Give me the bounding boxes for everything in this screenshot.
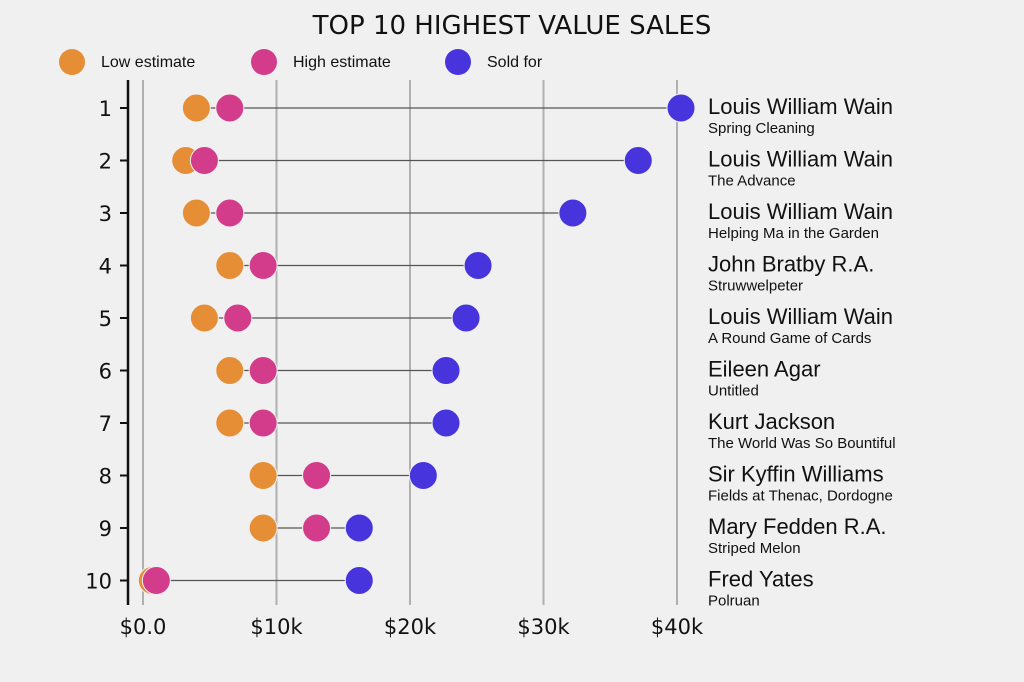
work-label: Untitled: [708, 383, 759, 400]
y-tick-label: 5: [99, 307, 112, 331]
work-label: Struwwelpeter: [708, 278, 803, 295]
legend-marker-high: [251, 49, 277, 75]
dot-low: [248, 461, 278, 490]
work-label: Helping Ma in the Garden: [708, 225, 879, 242]
chart-title: TOP 10 HIGHEST VALUE SALES: [312, 11, 712, 41]
x-tick-label: $40k: [651, 615, 704, 639]
dot-low: [189, 303, 219, 333]
y-tick-label: 6: [99, 360, 112, 384]
legend-marker-sold: [445, 49, 471, 75]
legend-label-low: Low estimate: [101, 54, 195, 71]
work-label: A Round Game of Cards: [708, 330, 871, 347]
artist-label: John Bratby R.A.: [708, 252, 874, 277]
dot-sold: [344, 513, 374, 543]
dot-high: [223, 303, 253, 333]
dot-high: [302, 461, 332, 490]
row-9: 9 Mary Fedden R.A.Striped Melon: [99, 513, 887, 557]
y-tick-label: 10: [85, 570, 112, 594]
artist-label: Louis William Wain: [708, 199, 893, 224]
dot-low: [215, 356, 245, 385]
dot-low: [215, 251, 245, 280]
dot-low: [181, 93, 211, 123]
row-4: 4 John Bratby R.A.Struwwelpeter: [99, 251, 874, 295]
y-tick-label: 4: [99, 255, 112, 279]
dot-sold: [408, 461, 438, 490]
work-label: Striped Melon: [708, 540, 801, 557]
artist-label: Louis William Wain: [708, 304, 893, 329]
legend: Low estimate High estimate Sold for: [59, 49, 543, 75]
dot-high: [141, 566, 171, 595]
dot-low: [181, 198, 211, 228]
dot-sold: [344, 566, 374, 595]
y-tick-label: 2: [99, 150, 112, 174]
dot-sold: [558, 198, 588, 228]
dot-high: [215, 198, 245, 228]
work-label: Polruan: [708, 593, 760, 610]
dot-high: [248, 408, 278, 438]
axes: $0.0 $10k $20k $30k $40k: [120, 80, 704, 639]
artist-label: Eileen Agar: [708, 357, 821, 382]
work-label: Fields at Thenac, Dordogne: [708, 488, 893, 505]
dot-low: [248, 513, 278, 543]
dot-high: [248, 356, 278, 385]
legend-label-sold: Sold for: [487, 54, 543, 71]
dot-high: [189, 146, 219, 175]
dot-sold: [463, 251, 493, 280]
y-tick-label: 9: [99, 517, 112, 541]
dot-sold: [623, 146, 653, 175]
x-tick-label: $10k: [250, 615, 303, 639]
x-tick-label: $20k: [384, 615, 437, 639]
y-tick-label: 3: [99, 202, 112, 226]
y-tick-label: 1: [99, 97, 112, 121]
dot-high: [215, 93, 245, 123]
legend-item-low: Low estimate: [59, 49, 195, 75]
work-label: The World Was So Bountiful: [708, 435, 896, 452]
legend-item-high: High estimate: [251, 49, 391, 75]
artist-label: Fred Yates: [708, 567, 814, 592]
y-tick-label: 7: [99, 412, 112, 436]
dot-low: [215, 408, 245, 438]
dot-sold: [431, 356, 461, 385]
x-tick-label: $0.0: [120, 615, 167, 639]
artist-label: Louis William Wain: [708, 94, 893, 119]
artist-label: Sir Kyffin Williams: [708, 462, 884, 487]
dot-sold: [431, 408, 461, 438]
dot-high: [302, 513, 332, 543]
grid-lines: [142, 80, 678, 605]
legend-item-sold: Sold for: [445, 49, 543, 75]
legend-label-high: High estimate: [293, 54, 391, 71]
y-tick-label: 8: [99, 465, 112, 489]
artist-label: Mary Fedden R.A.: [708, 514, 887, 539]
work-label: Spring Cleaning: [708, 120, 815, 137]
x-tick-label: $30k: [517, 615, 570, 639]
artist-label: Louis William Wain: [708, 147, 893, 172]
legend-marker-low: [59, 49, 85, 75]
dot-high: [248, 251, 278, 280]
dot-sold: [666, 93, 696, 123]
dot-sold: [451, 303, 481, 333]
work-label: The Advance: [708, 173, 796, 190]
artist-label: Kurt Jackson: [708, 409, 835, 434]
